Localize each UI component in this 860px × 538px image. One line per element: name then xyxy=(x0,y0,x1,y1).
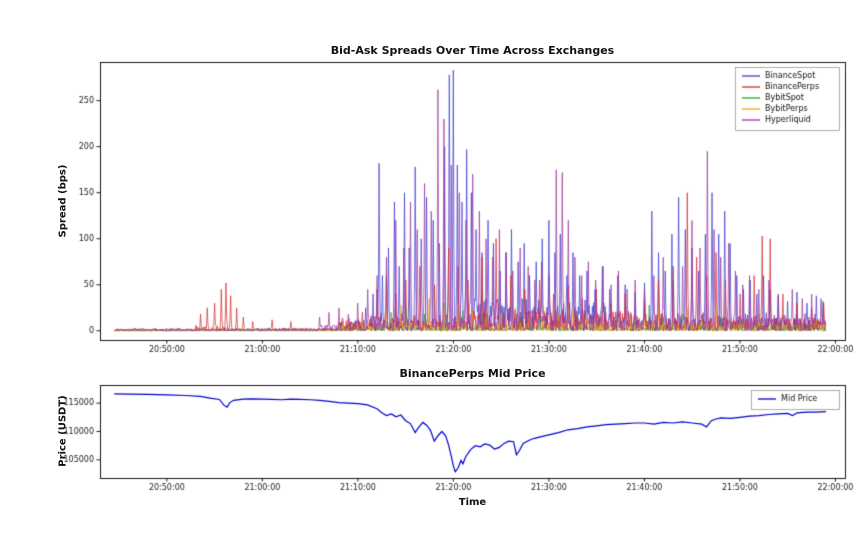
price-xlabel: Time xyxy=(458,497,487,508)
price-ylabel: Price (USDT) xyxy=(57,395,69,467)
price-chart-title: BinancePerps Mid Price xyxy=(399,367,546,380)
spread-chart-title: Bid-Ask Spreads Over Time Across Exchang… xyxy=(330,44,615,57)
spread-ylabel: Spread (bps) xyxy=(57,164,69,238)
